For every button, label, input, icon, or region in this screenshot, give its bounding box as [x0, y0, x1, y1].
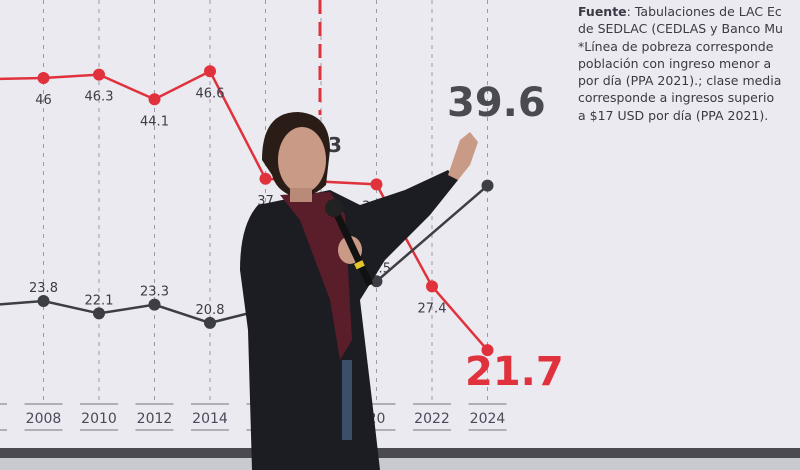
- source-lead: Fuente: [578, 4, 627, 19]
- microphone-head: [325, 199, 343, 217]
- raised-hand: [448, 132, 478, 180]
- year-label: 2024: [470, 411, 506, 427]
- red-series-point: [259, 172, 272, 185]
- year-label: 2008: [26, 411, 62, 427]
- red-series-point: [93, 68, 105, 81]
- red-series-value-label: 46: [35, 93, 52, 108]
- gray-series-point: [481, 179, 494, 192]
- big-value-red: 21.7: [465, 349, 564, 395]
- year-label: 2022: [414, 411, 450, 427]
- year-label: 2010: [81, 411, 117, 427]
- floor: [0, 458, 800, 470]
- neck: [290, 188, 312, 202]
- red-series-value-label: 44.1: [140, 114, 169, 129]
- year-label: 2014: [192, 411, 228, 427]
- red-series-point: [204, 65, 216, 78]
- red-series-point: [370, 178, 383, 191]
- source-line: : Tabulaciones de LAC Ec: [626, 4, 782, 19]
- red-series-value-label: 46.6: [196, 86, 225, 101]
- big-value-gray: 39.6: [447, 80, 546, 126]
- source-line: población con ingreso menor a: [578, 55, 772, 71]
- gray-series-value-label: 23.8: [29, 281, 58, 296]
- gray-series-point: [204, 316, 216, 329]
- source-line: *Línea de pobreza corresponde: [578, 38, 774, 54]
- source-line: a $17 USD por día (PPA 2021).: [578, 107, 769, 123]
- presenter: [240, 112, 478, 470]
- red-series-value-label: 27.4: [418, 301, 447, 316]
- gray-series-value-label: 22.1: [85, 293, 114, 308]
- red-series-value-label: 46.3: [85, 90, 114, 105]
- big-value-2018: 3: [328, 133, 342, 157]
- gray-series-value-label: 20.8: [196, 303, 225, 318]
- gray-series-value-label: 23.3: [140, 285, 169, 300]
- microphone-band: [354, 260, 365, 270]
- screen-bottom-edge: [0, 448, 800, 458]
- year-label: 2012: [137, 411, 173, 427]
- red-series-point: [148, 93, 161, 106]
- source-line: de SEDLAC (CEDLAS y Banco Mu: [578, 21, 783, 37]
- source-note: Fuente: Tabulaciones de LAC Ec de SEDLAC…: [578, 3, 800, 124]
- gray-series-point: [93, 307, 105, 320]
- microphone: [331, 208, 374, 287]
- red-series-point: [37, 72, 50, 84]
- red-series-point: [426, 280, 438, 293]
- sweater: [280, 192, 352, 360]
- jeans: [342, 360, 352, 440]
- gray-series-point: [148, 298, 161, 311]
- face: [278, 127, 326, 193]
- source-line: corresponde a ingresos superio: [578, 90, 775, 106]
- source-line: por día (PPA 2021).; clase media: [578, 73, 782, 89]
- red-series-point: [481, 344, 494, 357]
- gray-series-point: [37, 295, 50, 307]
